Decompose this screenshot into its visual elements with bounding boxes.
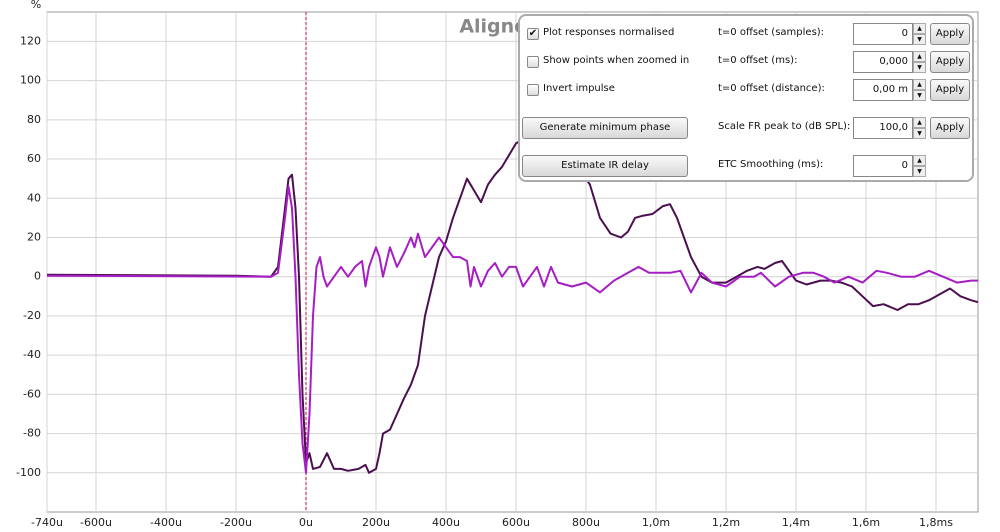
checkbox-label: Show points when zoomed in xyxy=(543,55,690,66)
y-tick-label: -100 xyxy=(16,466,41,479)
y-tick-label: 0 xyxy=(34,270,41,283)
checkbox-label: Plot responses normalised xyxy=(543,27,675,38)
y-tick-label: -60 xyxy=(23,387,41,400)
field-label: t=0 offset (samples): xyxy=(718,27,825,38)
spin-up[interactable]: ▲ xyxy=(913,117,926,128)
x-tick-label: 1,8ms xyxy=(919,516,953,529)
number-field[interactable]: 0,000 xyxy=(853,51,913,73)
spin-down[interactable]: ▼ xyxy=(913,90,926,101)
control-panel: ✔ Plot responses normalised Show points wh… xyxy=(518,14,974,182)
field-label: ETC Smoothing (ms): xyxy=(718,159,824,170)
x-tick-label: 1,6m xyxy=(852,516,880,529)
number-field[interactable]: 0 xyxy=(853,155,913,177)
apply-button[interactable]: Apply xyxy=(930,117,970,139)
x-tick-label: 600u xyxy=(502,516,530,529)
spin-up[interactable]: ▲ xyxy=(913,51,926,62)
number-field[interactable]: 0 xyxy=(853,23,913,45)
y-tick-label: 20 xyxy=(27,230,41,243)
y-tick-label: 60 xyxy=(27,152,41,165)
x-tick-label: -740u xyxy=(31,516,63,529)
x-tick-label: -600u xyxy=(80,516,112,529)
number-field[interactable]: 100,0 xyxy=(853,117,913,139)
checkbox[interactable]: ✔ xyxy=(527,28,539,40)
spin-up[interactable]: ▲ xyxy=(913,79,926,90)
spin-down[interactable]: ▼ xyxy=(913,128,926,139)
series-line xyxy=(46,185,978,474)
apply-button[interactable]: Apply xyxy=(930,51,970,73)
x-tick-label: -200u xyxy=(220,516,252,529)
button[interactable]: Generate minimum phase xyxy=(522,117,688,139)
y-unit: % xyxy=(31,0,41,11)
spin-down[interactable]: ▼ xyxy=(913,34,926,45)
checkbox[interactable] xyxy=(527,56,539,68)
field-label: Scale FR peak to (dB SPL): xyxy=(718,121,851,132)
y-tick-label: -20 xyxy=(23,309,41,322)
spin-up[interactable]: ▲ xyxy=(913,23,926,34)
spin-down[interactable]: ▼ xyxy=(913,166,926,177)
y-tick-label: 100 xyxy=(20,74,41,87)
field-label: t=0 offset (distance): xyxy=(718,83,825,94)
x-tick-label: 0u xyxy=(299,516,313,529)
field-label: t=0 offset (ms): xyxy=(718,55,798,66)
y-tick-label: 80 xyxy=(27,113,41,126)
apply-button[interactable]: Apply xyxy=(930,23,970,45)
x-tick-label: 1,2m xyxy=(712,516,740,529)
checkbox[interactable] xyxy=(527,84,539,96)
x-tick-label: 1,4m xyxy=(782,516,810,529)
x-tick-label: 400u xyxy=(432,516,460,529)
apply-button[interactable]: Apply xyxy=(930,79,970,101)
spin-down[interactable]: ▼ xyxy=(913,62,926,73)
x-tick-label: 200u xyxy=(362,516,390,529)
x-tick-label: 800u xyxy=(572,516,600,529)
y-tick-label: 40 xyxy=(27,191,41,204)
x-tick-label: 1,0m xyxy=(642,516,670,529)
y-tick-label: 120 xyxy=(20,34,41,47)
button[interactable]: Estimate IR delay xyxy=(522,155,688,177)
number-field[interactable]: 0,00 m xyxy=(853,79,913,101)
y-tick-label: -40 xyxy=(23,348,41,361)
x-tick-label: -400u xyxy=(150,516,182,529)
spin-up[interactable]: ▲ xyxy=(913,155,926,166)
checkbox-label: Invert impulse xyxy=(543,83,615,94)
y-tick-label: -80 xyxy=(23,427,41,440)
